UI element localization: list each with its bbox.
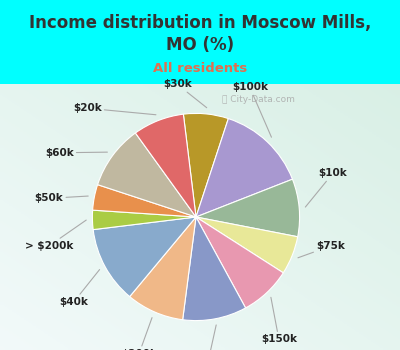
Wedge shape [98,133,196,217]
Text: $125k: $125k [190,325,226,350]
Text: $20k: $20k [73,103,156,115]
Wedge shape [93,217,196,296]
Text: $10k: $10k [305,168,347,207]
Wedge shape [135,114,196,217]
Text: Income distribution in Moscow Mills,
MO (%): Income distribution in Moscow Mills, MO … [29,14,371,54]
Wedge shape [92,210,196,230]
Text: All residents: All residents [153,62,247,75]
Text: $50k: $50k [34,193,88,203]
Wedge shape [196,119,292,217]
Text: $30k: $30k [163,79,207,108]
Wedge shape [196,217,298,273]
Text: ⓘ City-Data.com: ⓘ City-Data.com [222,95,294,104]
Wedge shape [130,217,196,320]
Wedge shape [183,217,246,321]
Text: $60k: $60k [45,148,107,158]
Text: $100k: $100k [232,83,272,137]
Text: $75k: $75k [298,241,345,258]
Text: $150k: $150k [261,297,297,344]
Text: > $200k: > $200k [25,220,86,251]
Wedge shape [196,217,283,308]
Text: $200k: $200k [121,318,157,350]
Wedge shape [93,185,196,217]
Text: $40k: $40k [59,270,100,307]
Wedge shape [196,179,300,237]
Wedge shape [183,113,228,217]
